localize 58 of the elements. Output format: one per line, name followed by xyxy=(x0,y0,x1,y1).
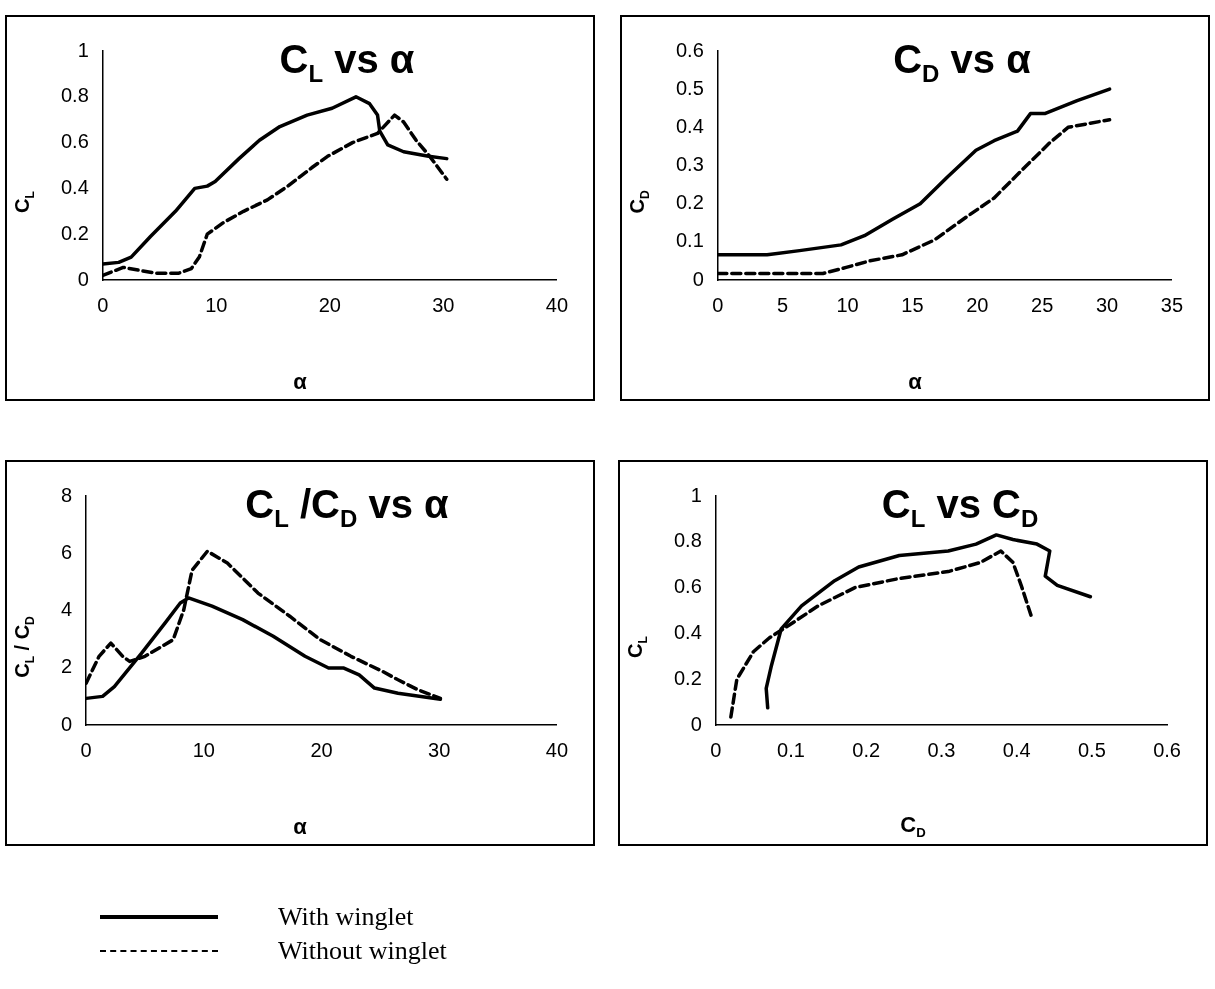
y-tick-label: 0.8 xyxy=(60,84,89,107)
x-tick-label: 40 xyxy=(545,738,568,761)
y-tick-label: 0.4 xyxy=(675,114,704,137)
y-tick-label: 0.6 xyxy=(60,130,89,153)
x-tick-label: 20 xyxy=(318,293,341,316)
y-tick-label: 0 xyxy=(77,267,89,290)
y-tick-label: 0 xyxy=(61,712,73,735)
legend-label: Without winglet xyxy=(278,936,447,966)
y-tick-label: 0.8 xyxy=(673,529,702,552)
y-tick-label: 4 xyxy=(61,598,73,621)
x-tick-label: 0.1 xyxy=(777,738,805,761)
legend-label: With winglet xyxy=(278,902,414,932)
x-tick-label: 30 xyxy=(428,738,451,761)
x-axis-title: α xyxy=(907,369,923,395)
x-tick-label: 10 xyxy=(836,293,859,316)
y-tick-label: 0 xyxy=(692,267,704,290)
y-tick-label: 8 xyxy=(61,483,73,506)
x-axis-title: C$_{D}$ xyxy=(899,811,927,840)
y-tick-label: 0 xyxy=(690,712,702,735)
x-tick-label: 10 xyxy=(192,738,215,761)
x-tick-label: 10 xyxy=(205,293,228,316)
x-tick-label: 0.4 xyxy=(1002,738,1031,761)
x-tick-label: 30 xyxy=(1095,293,1119,316)
y-tick-label: 0.6 xyxy=(673,575,702,598)
x-tick-label: 0.5 xyxy=(1077,738,1106,761)
x-tick-label: 0 xyxy=(712,293,724,316)
x-tick-label: 5 xyxy=(777,293,789,316)
y-tick-label: 0.4 xyxy=(673,620,702,643)
x-tick-label: 15 xyxy=(901,293,924,316)
y-tick-label: 0.1 xyxy=(675,229,704,252)
y-tick-label: 0.2 xyxy=(675,191,704,214)
x-axis-title: α xyxy=(292,369,308,395)
chart-title: C$_{L}$ /C$_{D}$ vs α xyxy=(244,482,450,533)
y-tick-label: 0.3 xyxy=(675,153,704,176)
y-tick-label: 0.2 xyxy=(673,666,702,689)
x-axis-title: α xyxy=(292,814,308,840)
x-tick-label: 0.3 xyxy=(927,738,956,761)
chart-title: C$_{L}$ vs α xyxy=(278,37,416,88)
y-tick-label: 0.2 xyxy=(60,221,89,244)
y-tick-label: 6 xyxy=(61,540,73,563)
x-tick-label: 35 xyxy=(1160,293,1183,316)
y-tick-label: 0.5 xyxy=(675,76,704,99)
chart-title: C$_{L}$ vs C$_{D}$ xyxy=(880,482,1040,533)
x-tick-label: 30 xyxy=(432,293,455,316)
y-tick-label: 2 xyxy=(61,655,73,678)
x-tick-label: 0 xyxy=(710,738,722,761)
x-tick-label: 25 xyxy=(1031,293,1054,316)
x-tick-label: 20 xyxy=(966,293,989,316)
y-tick-label: 1 xyxy=(690,483,702,506)
x-tick-label: 40 xyxy=(545,293,568,316)
y-tick-label: 0.6 xyxy=(675,38,704,61)
y-tick-label: 1 xyxy=(77,38,89,61)
x-tick-label: 0.6 xyxy=(1153,738,1181,761)
y-tick-label: 0.4 xyxy=(60,175,89,198)
chart-title: C$_{D}$ vs α xyxy=(892,37,1032,88)
x-tick-label: 0.2 xyxy=(852,738,881,761)
x-tick-label: 0 xyxy=(97,293,109,316)
x-tick-label: 20 xyxy=(310,738,333,761)
